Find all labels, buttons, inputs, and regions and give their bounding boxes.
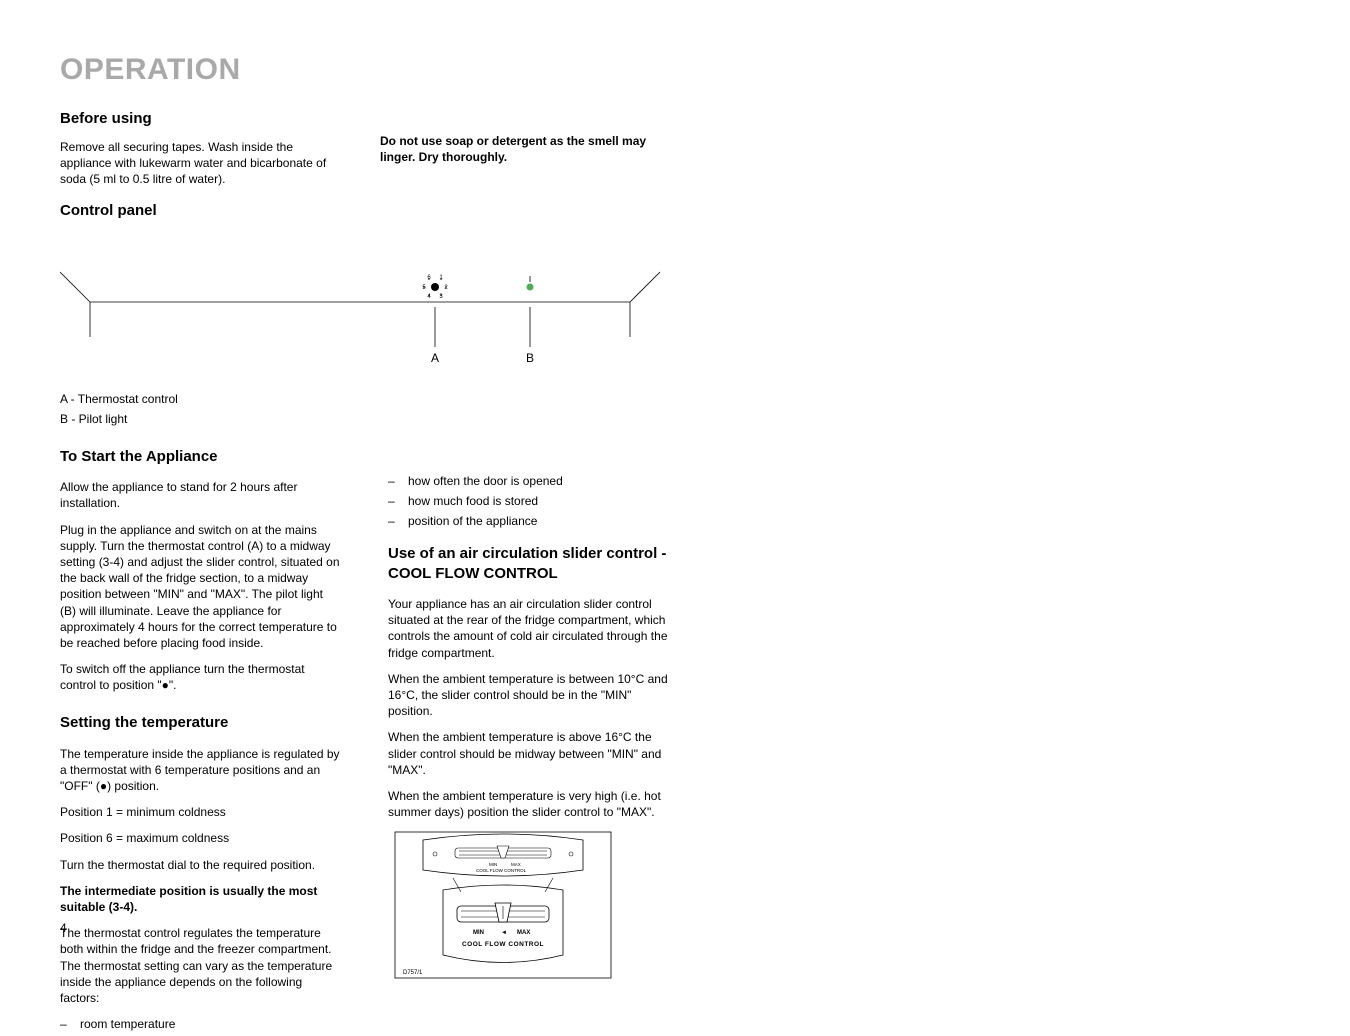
svg-text:D757/1: D757/1 (403, 970, 423, 976)
factor-3: – how much food is stored (388, 493, 668, 509)
svg-text:◄: ◄ (501, 930, 507, 936)
temp-p2: Position 1 = minimum coldness (60, 804, 340, 820)
svg-text:A: A (431, 351, 439, 365)
dash-icon: – (388, 473, 400, 489)
temp-p5: The intermediate position is usually the… (60, 883, 340, 915)
svg-text:B: B (526, 351, 534, 365)
factor-2: – how often the door is opened (388, 473, 668, 489)
before-using-text-2: Do not use soap or detergent as the smel… (380, 133, 660, 165)
factor-2-text: how often the door is opened (408, 473, 563, 489)
factor-1-text: room temperature (80, 1016, 175, 1032)
page-number: 4 (60, 920, 67, 936)
cool-p3: When the ambient temperature is above 16… (388, 729, 668, 778)
factor-1: – room temperature (60, 1016, 340, 1032)
dash-icon: – (388, 513, 400, 529)
start-appliance-heading: To Start the Appliance (60, 447, 340, 467)
start-p2: Plug in the appliance and switch on at t… (60, 522, 340, 652)
cool-p4: When the ambient temperature is very hig… (388, 788, 668, 820)
svg-text:COOL FLOW CONTROL: COOL FLOW CONTROL (476, 868, 527, 873)
svg-text:MAX: MAX (511, 862, 521, 867)
legend-b: B - Pilot light (60, 411, 1290, 427)
start-p1: Allow the appliance to stand for 2 hours… (60, 479, 340, 511)
cool-flow-diagram: MIN MAX COOL FLOW CONTROL MIN ◄ MAX COOL… (393, 830, 613, 980)
dash-icon: – (388, 493, 400, 509)
svg-text:6: 6 (427, 275, 431, 281)
before-using-row: Before using Remove all securing tapes. … (60, 109, 1290, 232)
svg-text:MIN: MIN (489, 862, 497, 867)
svg-text:2: 2 (444, 285, 448, 291)
cool-p2: When the ambient temperature is between … (388, 671, 668, 720)
page-title: OPERATION (60, 50, 1290, 91)
temp-p1: The temperature inside the appliance is … (60, 746, 340, 795)
control-panel-diagram: 1 2 3 4 5 6 A B (60, 262, 660, 377)
dash-icon: – (60, 1016, 72, 1032)
svg-text:5: 5 (422, 285, 426, 291)
column-left: To Start the Appliance Allow the applian… (60, 447, 340, 1036)
column-right: – how often the door is opened – how muc… (388, 447, 668, 1036)
svg-text:MIN: MIN (473, 930, 484, 936)
temp-p4: Turn the thermostat dial to the required… (60, 857, 340, 873)
factor-4: – position of the appliance (388, 513, 668, 529)
setting-temp-heading: Setting the temperature (60, 713, 340, 733)
svg-text:MAX: MAX (517, 930, 530, 936)
start-p3: To switch off the appliance turn the the… (60, 661, 340, 693)
svg-text:COOL FLOW CONTROL: COOL FLOW CONTROL (462, 941, 544, 948)
cool-flow-heading: Use of an air circulation slider control… (388, 544, 668, 585)
main-columns: To Start the Appliance Allow the applian… (60, 447, 1290, 1036)
before-using-heading: Before using (60, 109, 340, 129)
legend-a: A - Thermostat control (60, 391, 1290, 407)
svg-text:1: 1 (439, 275, 443, 281)
control-panel-heading: Control panel (60, 201, 340, 221)
cool-p1: Your appliance has an air circulation sl… (388, 596, 668, 661)
factor-4-text: position of the appliance (408, 513, 537, 529)
temp-p6: The thermostat control regulates the tem… (60, 925, 340, 1006)
factor-3-text: how much food is stored (408, 493, 538, 509)
temp-p3: Position 6 = maximum coldness (60, 830, 340, 846)
before-using-text-1: Remove all securing tapes. Wash inside t… (60, 139, 340, 188)
